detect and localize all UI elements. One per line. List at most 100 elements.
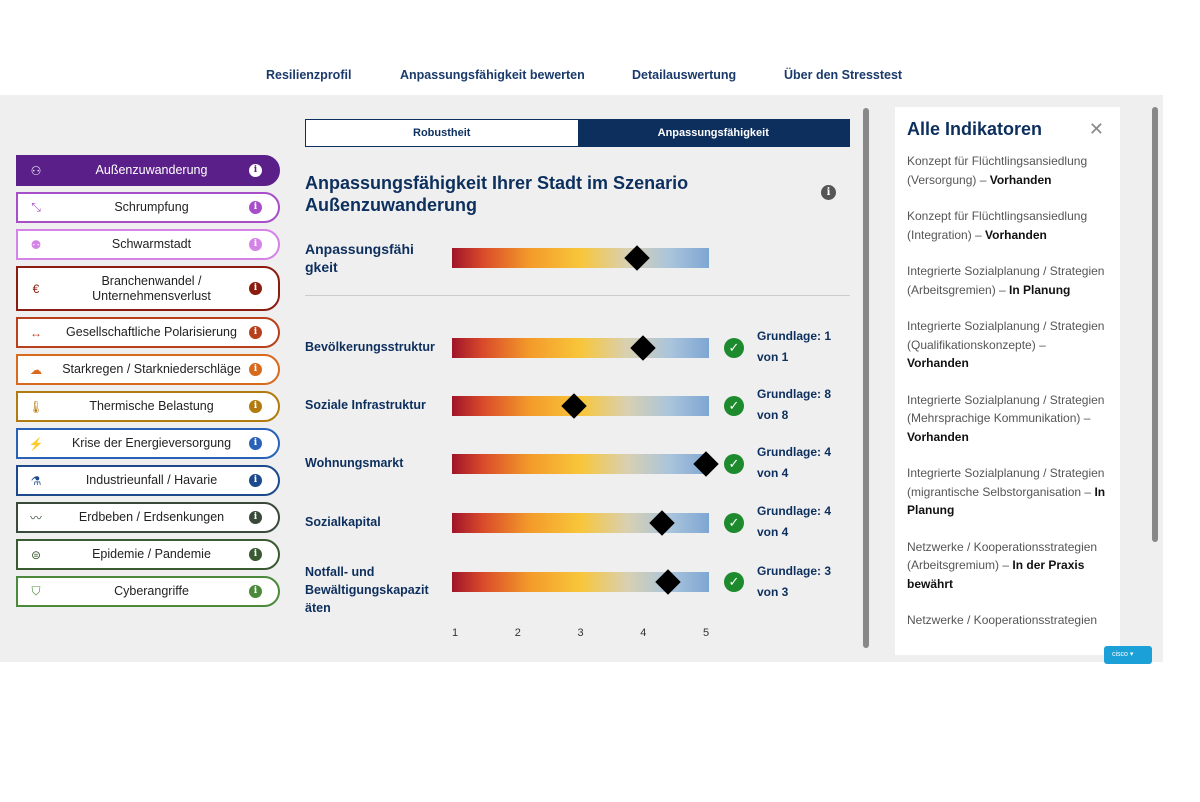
cisco-logo: cisco ▾ <box>1112 651 1134 658</box>
hazard-label: Gesellschaftliche Polarisierung <box>66 325 237 339</box>
shrink-arrows-icon: ⤡ <box>31 200 41 214</box>
panel-scrollbar[interactable] <box>1152 107 1158 542</box>
score-bar <box>452 335 709 361</box>
info-icon[interactable]: i <box>249 548 262 561</box>
hazard-item[interactable]: ⤡ Schrumpfung i <box>16 192 280 223</box>
euro-cycle-icon: € <box>32 281 40 296</box>
check-icon: ✓ <box>724 338 744 358</box>
indicator-text: Integrierte Sozialplanung / Strategien (… <box>907 392 1105 426</box>
cisco-widget[interactable]: cisco ▾ <box>1104 646 1152 664</box>
indicator-item: Netzwerke / Kooperationsstrategien (Arbe… <box>907 538 1108 594</box>
info-icon[interactable]: i <box>249 363 262 376</box>
hazard-label: Cyberangriffe <box>114 584 189 598</box>
scale-tick: 5 <box>702 627 710 639</box>
score-bar <box>452 393 709 419</box>
indicator-item: Integrierte Sozialplanung / Strategien (… <box>907 317 1108 373</box>
basis-label: Grundlage: 4 von 4 <box>757 504 832 539</box>
info-icon[interactable]: i <box>249 585 262 598</box>
tab-anpassungsfaehigkeit[interactable]: Anpassungsfähigkeit <box>577 120 849 146</box>
hazard-item[interactable]: ⚡ Krise der Energieversorgung i <box>16 428 280 459</box>
info-icon[interactable]: i <box>249 282 262 295</box>
arrows-apart-icon: ↔ <box>30 325 42 340</box>
hazard-label: Krise der Energieversorgung <box>71 436 232 450</box>
test-tube-icon: ⚗ <box>30 473 42 488</box>
row-label: Wohnungsmarkt <box>305 456 404 470</box>
indicator-status: In Planung <box>907 484 1106 518</box>
indicator-item: Netzwerke / Kooperationsstrategien <box>907 611 1108 630</box>
power-off-icon: ⚡ <box>28 436 44 451</box>
hazard-label: Thermische Belastung <box>89 399 214 413</box>
info-icon[interactable]: i <box>249 511 262 524</box>
basis-label: Grundlage: 8 von 8 <box>757 387 832 422</box>
nav-stresstest[interactable]: Über den Stresstest <box>784 68 903 82</box>
close-icon[interactable]: ✕ <box>1088 119 1104 139</box>
hazard-item[interactable]: ↔ Gesellschaftliche Polarisierung i <box>16 317 280 348</box>
indicator-item: Konzept für Flüchtlingsansiedlung (Integ… <box>907 207 1108 244</box>
info-icon[interactable]: i <box>249 326 262 339</box>
hazard-item[interactable]: ⊜ Epidemie / Pandemie i <box>16 539 280 570</box>
indicator-status: In der Praxis bewährt <box>907 558 1085 591</box>
row-label: Sozialkapital <box>305 515 381 529</box>
check-icon: ✓ <box>724 454 744 474</box>
row-label: Bevölkerungsstruktur <box>305 340 435 354</box>
indicator-item: Integrierte Sozialplanung / Strategien (… <box>907 391 1108 447</box>
scale-tick: 1 <box>451 627 459 639</box>
indicator-status: Vorhanden <box>907 429 969 444</box>
indicator-text: Konzept für Flüchtlingsansiedlung (Integ… <box>907 209 1088 242</box>
hazard-item[interactable]: ⚗ Industrieunfall / Havarie i <box>16 465 280 496</box>
indicator-status: Vorhanden <box>907 356 969 370</box>
overall-marker <box>624 245 650 271</box>
hazard-item[interactable]: 🌡 Thermische Belastung i <box>16 391 280 422</box>
overall-label: Anpassungsfähi gkeit <box>305 241 414 275</box>
hazard-label: Außenzuwanderung <box>95 163 208 177</box>
thermometer-icon: 🌡 <box>28 399 44 414</box>
indicator-text: Netzwerke / Kooperationsstrategien (Arbe… <box>907 539 1098 573</box>
hazard-item[interactable]: € Branchenwandel / Unternehmensverlust i <box>16 266 280 311</box>
info-icon[interactable]: i <box>249 474 262 487</box>
hazard-item[interactable]: ⚇ Außenzuwanderung i <box>16 155 280 186</box>
group-icon: ⚉ <box>30 237 42 252</box>
basis-label: Grundlage: 4 von 4 <box>757 445 832 480</box>
tab-bar: Robustheit Anpassungsfähigkeit <box>305 119 850 147</box>
hazard-item[interactable]: ⛉ Cyberangriffe i <box>16 576 280 607</box>
indicator-item: Integrierte Sozialplanung / Strategien (… <box>907 262 1108 299</box>
info-icon[interactable]: i <box>249 164 262 177</box>
info-icon[interactable]: i <box>821 185 836 200</box>
score-bar <box>452 510 709 536</box>
hazard-label: Schrumpfung <box>114 200 189 214</box>
nav-anpassungsfaehigkeit[interactable]: Anpassungsfähigkeit bewerten <box>400 68 585 82</box>
info-icon[interactable]: i <box>249 437 262 450</box>
row-label: Notfall- und Bewältigungskapazit äten <box>305 565 429 615</box>
scale-tick: 4 <box>640 627 647 639</box>
hazard-item[interactable]: 〰 Erdbeben / Erdsenkungen i <box>16 502 280 533</box>
info-icon[interactable]: i <box>249 201 262 214</box>
basis-label: Grundlage: 3 von 3 <box>757 564 832 599</box>
score-marker <box>649 510 675 536</box>
hazard-label: Starkregen / Starkniederschläge <box>62 362 241 376</box>
overall-bar <box>452 245 709 271</box>
indicator-status: Vorhanden <box>985 227 1047 242</box>
score-marker <box>630 335 656 361</box>
info-icon[interactable]: i <box>249 400 262 413</box>
indicator-text: Netzwerke / Kooperationsstrategien <box>907 613 1098 627</box>
nav-detailauswertung[interactable]: Detailauswertung <box>632 68 737 82</box>
basis-label: Grundlage: 1 von 1 <box>757 329 832 364</box>
check-icon: ✓ <box>724 513 744 533</box>
score-bar <box>452 569 709 595</box>
mask-icon: ⊜ <box>30 547 42 562</box>
nav-resilienzprofil[interactable]: Resilienzprofil <box>266 68 352 82</box>
rain-cloud-icon: ☁ <box>30 362 42 377</box>
scale-tick: 3 <box>577 627 584 639</box>
scale-axis: 1 2 3 4 5 <box>452 627 712 641</box>
shield-icon: ⛉ <box>31 584 41 598</box>
main-scrollbar[interactable] <box>863 108 869 648</box>
hazard-label: Industrieunfall / Havarie <box>85 473 218 487</box>
hazard-label: Branchenwandel / Unternehmensverlust <box>92 273 211 303</box>
hazard-item[interactable]: ⚉ Schwarmstadt i <box>16 229 280 260</box>
info-icon[interactable]: i <box>249 238 262 251</box>
tab-robustheit[interactable]: Robustheit <box>306 120 578 146</box>
indicator-text: Konzept für Flüchtlingsansiedlung (Verso… <box>907 154 1088 187</box>
hazard-label: Erdbeben / Erdsenkungen <box>78 510 225 524</box>
indicator-text: Integrierte Sozialplanung / Strategien (… <box>907 466 1105 499</box>
hazard-item[interactable]: ☁ Starkregen / Starkniederschläge i <box>16 354 280 385</box>
